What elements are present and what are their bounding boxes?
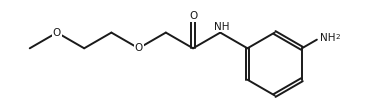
Text: O: O: [53, 28, 61, 38]
Text: O: O: [135, 43, 143, 53]
Text: O: O: [189, 11, 197, 21]
Text: 2: 2: [335, 34, 340, 40]
Text: NH: NH: [321, 33, 336, 43]
Text: NH: NH: [214, 22, 229, 32]
